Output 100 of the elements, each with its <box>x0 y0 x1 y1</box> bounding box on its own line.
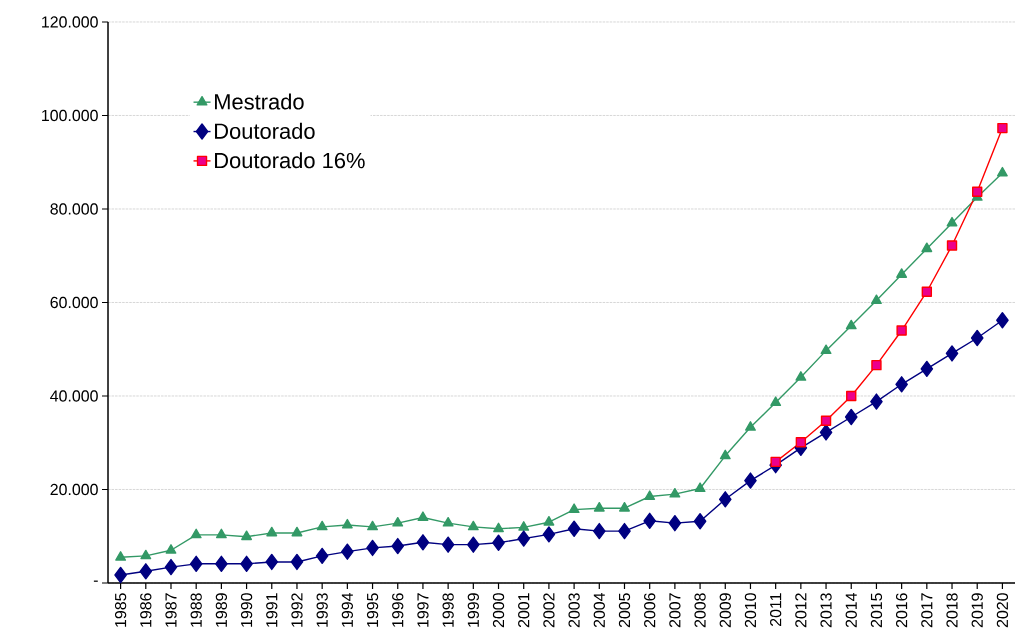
x-tick-label: 2018 <box>946 593 958 628</box>
x-tick-label: 2004 <box>593 592 605 628</box>
point <box>215 555 228 573</box>
point <box>215 528 227 539</box>
point <box>189 555 203 573</box>
point <box>946 216 958 227</box>
point <box>820 415 832 426</box>
point <box>567 520 581 537</box>
point <box>871 359 882 371</box>
x-tick-label: 2002 <box>543 593 555 628</box>
x-tick-label: 2013 <box>820 593 832 628</box>
point <box>593 501 605 512</box>
point <box>391 537 405 555</box>
point <box>366 539 379 557</box>
point <box>190 528 202 539</box>
point <box>341 543 354 560</box>
point <box>467 536 480 553</box>
x-tick-label: 2020 <box>996 593 1009 628</box>
x-tick-label: 1987 <box>165 593 177 627</box>
x-tick-label: 1991 <box>266 593 278 627</box>
y-tick-label: 80.000 <box>50 203 98 215</box>
point <box>164 558 178 576</box>
point <box>997 122 1008 134</box>
y-tick-label: 120.000 <box>42 16 98 28</box>
point <box>844 408 858 426</box>
x-tick-label: 1988 <box>190 593 202 627</box>
point <box>896 268 908 278</box>
point <box>315 547 329 565</box>
point <box>643 512 657 530</box>
x-tick-label: 1985 <box>114 593 127 627</box>
x-tick-label: 1994 <box>341 592 353 627</box>
point <box>367 520 379 531</box>
point <box>719 449 731 460</box>
x-tick-label: 2011 <box>770 593 782 626</box>
x-tick-label: 2006 <box>644 593 656 628</box>
point <box>543 516 555 526</box>
point <box>341 518 353 529</box>
point <box>945 345 959 362</box>
point <box>442 516 454 527</box>
y-tick-label: 100.000 <box>42 109 98 122</box>
x-tick-label: 2019 <box>971 593 983 628</box>
point <box>896 325 907 336</box>
point <box>392 516 404 527</box>
x-tick-label: 2017 <box>921 593 933 628</box>
point <box>240 555 253 573</box>
x-tick-label: 1998 <box>442 593 454 627</box>
x-tick-label: 2000 <box>492 593 505 628</box>
x-tick-label: 1989 <box>215 593 228 627</box>
point <box>518 521 530 531</box>
point <box>644 490 656 500</box>
x-tick-label: 1986 <box>140 593 152 627</box>
point <box>693 513 707 530</box>
point <box>467 520 479 531</box>
legend-label: Doutorado <box>215 122 315 139</box>
point <box>895 376 908 393</box>
point <box>795 371 807 381</box>
point <box>820 344 832 355</box>
point <box>542 526 556 543</box>
point <box>114 566 127 584</box>
point <box>115 551 127 561</box>
point <box>996 166 1008 177</box>
point <box>870 393 883 410</box>
x-tick-label: 2005 <box>618 593 631 628</box>
point <box>139 563 153 580</box>
point <box>972 186 983 197</box>
point <box>669 487 681 498</box>
point <box>493 522 504 533</box>
x-tick-label: 2009 <box>719 593 731 628</box>
x-tick-label: 2014 <box>845 592 857 628</box>
point <box>996 312 1009 329</box>
x-tick-label: 2016 <box>895 593 908 628</box>
x-tick-label: 1995 <box>366 593 379 627</box>
point <box>492 534 505 551</box>
x-tick-label: 1993 <box>316 593 328 627</box>
point <box>694 482 706 492</box>
x-tick-label: 2001 <box>518 593 530 628</box>
y-tick-label: - <box>93 580 98 582</box>
point <box>770 396 782 406</box>
y-tick-label: 40.000 <box>50 390 98 402</box>
x-tick-label: 2003 <box>568 593 580 628</box>
y-tick-label: 20.000 <box>50 483 98 496</box>
point <box>291 526 303 537</box>
point <box>718 491 732 508</box>
point <box>241 530 253 541</box>
x-tick-label: 1996 <box>392 593 404 627</box>
point <box>619 501 630 512</box>
y-tick-label: 60.000 <box>50 296 98 309</box>
point <box>316 520 328 531</box>
x-tick-label: 1992 <box>291 593 303 627</box>
point <box>618 522 631 540</box>
legend-label: Mestrado <box>215 93 304 110</box>
x-tick-label: 2010 <box>744 593 757 628</box>
point <box>921 286 933 297</box>
point <box>770 456 781 468</box>
point <box>819 424 833 441</box>
point <box>946 240 958 251</box>
legend-label: Doutorado 16% <box>215 152 365 169</box>
point <box>668 514 682 532</box>
x-tick-label: 1997 <box>417 593 429 627</box>
x-tick-label: 2015 <box>870 593 883 628</box>
